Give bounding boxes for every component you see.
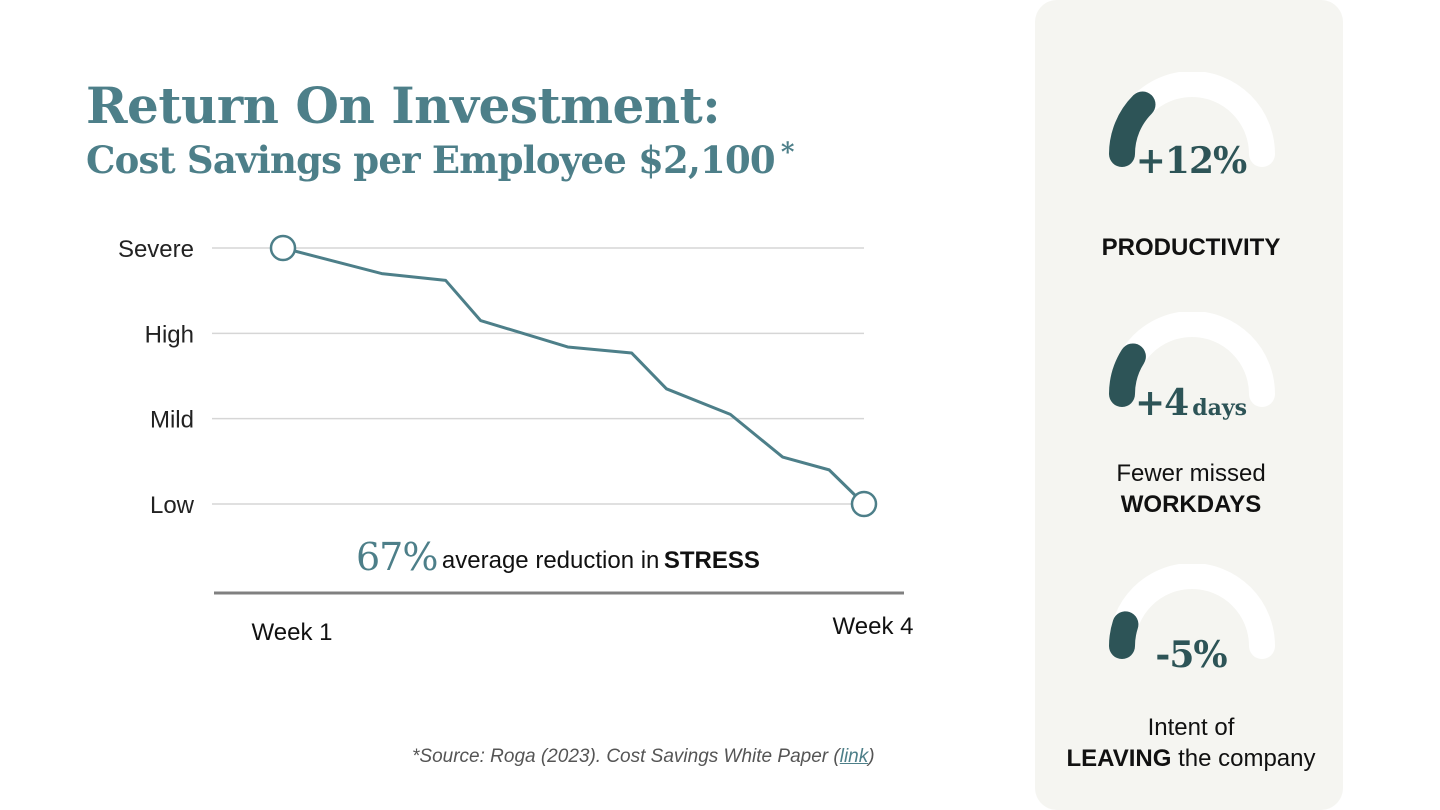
productivity-value-number: +12% [1135,140,1247,182]
workdays-gauge [1109,312,1275,407]
y-tick-label-mild: Mild [150,407,194,434]
y-tick-label-low: Low [150,492,195,519]
stress-line-chart: Low Mild High Severe Week 1 Week 4 [118,234,914,646]
workdays-value: +4 days [1121,382,1261,424]
stress-reduction-text: average reduction in [441,547,660,574]
metrics-panel [1035,0,1343,810]
leaving-value: -5% [1121,634,1261,676]
stress-reduction-value: 67% [356,535,438,579]
page-subtitle: Cost Savings per Employee $2,100 * [86,138,794,182]
y-tick-label-high: High [145,321,194,348]
source-link[interactable]: link [839,746,869,767]
stress-stat: 67% average reduction in STRESS [356,535,760,579]
source-text: *Source: Roga (2023). Cost Savings White… [412,746,840,767]
leaving-gauge [1109,564,1275,659]
source-footnote: *Source: Roga (2023). Cost Savings White… [412,746,875,768]
stress-series-line [282,246,866,506]
workdays-label-bold: WORKDAYS [1120,491,1262,518]
subtitle-text: Cost Savings per Employee $2,100 [86,138,776,182]
leaving-label: Intent of LEAVING the company [1043,712,1339,774]
page-title: Return On Investment: [86,76,721,135]
leaving-label-bold: LEAVING [1066,745,1172,772]
end-marker [850,490,878,518]
stress-reduction-keyword: STRESS [663,547,760,574]
start-marker [269,234,297,262]
productivity-label: PRODUCTIVITY [1043,232,1339,263]
x-tick-label-week-1: Week 1 [252,619,333,646]
productivity-label-bold: PRODUCTIVITY [1101,234,1281,261]
productivity-value: +12% [1121,140,1261,182]
workdays-value-unit: days [1192,395,1248,421]
gauge-fill [1109,91,1156,167]
leaving-label-tail: the company [1171,745,1316,772]
workdays-label: Fewer missed WORKDAYS [1043,458,1339,520]
workdays-value-number: +4 [1134,382,1189,424]
leaving-value-number: -5% [1155,634,1227,676]
gauge-fill [1109,343,1146,407]
x-tick-label-week-4: Week 4 [833,613,914,640]
subtitle-footnote-mark: * [780,138,795,168]
gauge-fill [1109,611,1139,659]
workdays-label-plain: Fewer missed [1116,460,1266,487]
source-close: ) [868,746,875,767]
y-tick-label-severe: Severe [118,236,194,263]
productivity-gauge [1109,72,1275,167]
leaving-label-plain: Intent of [1147,714,1235,741]
